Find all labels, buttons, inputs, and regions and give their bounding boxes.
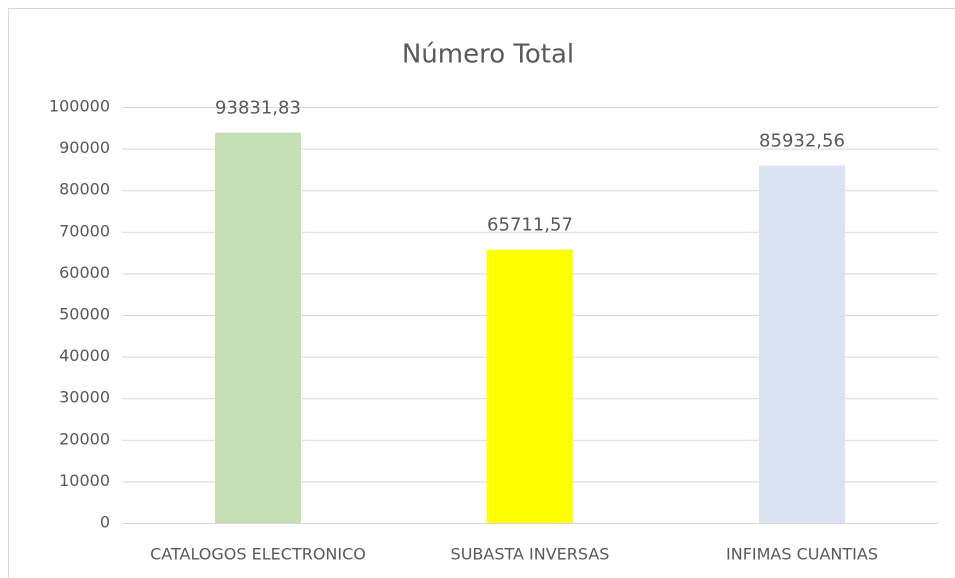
y-tick-label: 50000 (59, 305, 110, 324)
y-tick-label: 30000 (59, 388, 110, 407)
y-tick-label: 70000 (59, 221, 110, 240)
y-tick-label: 40000 (59, 346, 110, 365)
y-tick-label: 20000 (59, 429, 110, 448)
data-label: 85932,56 (759, 131, 845, 152)
data-label: 93831,83 (215, 98, 301, 119)
y-tick-label: 10000 (59, 471, 110, 490)
x-tick-label: CATALOGOS ELECTRONICO (150, 545, 366, 564)
y-tick-label: 80000 (59, 180, 110, 199)
y-tick-label: 90000 (59, 138, 110, 157)
bar (215, 132, 301, 523)
y-tick-label: 60000 (59, 263, 110, 282)
x-tick-label: INFIMAS CUANTIAS (726, 545, 878, 564)
data-label: 65711,57 (487, 215, 573, 236)
chart-title: Número Total (402, 40, 574, 70)
x-tick-label: SUBASTA INVERSAS (451, 545, 610, 564)
bar (487, 249, 573, 523)
y-tick-label: 0 (100, 513, 110, 532)
y-tick-label: 100000 (49, 97, 110, 116)
bar (759, 165, 845, 523)
